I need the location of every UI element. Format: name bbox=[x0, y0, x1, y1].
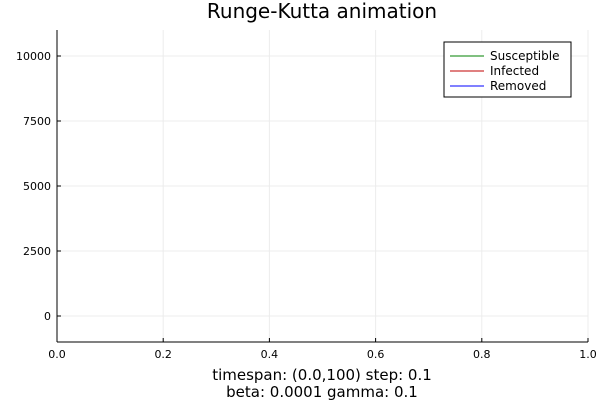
y-tick-label: 0 bbox=[44, 310, 51, 323]
x-tick-label: 0.4 bbox=[261, 348, 279, 361]
x-tick-label: 0.2 bbox=[154, 348, 172, 361]
y-tick-label: 5000 bbox=[23, 180, 51, 193]
legend-label: Susceptible bbox=[490, 49, 559, 63]
x-axis-label-line-1: timespan: (0.0,100) step: 0.1 bbox=[212, 366, 432, 384]
legend-label: Removed bbox=[490, 79, 546, 93]
legend-label: Infected bbox=[490, 64, 539, 78]
x-tick-label: 0.6 bbox=[367, 348, 385, 361]
grid bbox=[56, 30, 589, 342]
x-tick-label: 1.0 bbox=[579, 348, 597, 361]
x-tick-label: 0.8 bbox=[473, 348, 491, 361]
y-tick-label: 2500 bbox=[23, 245, 51, 258]
chart-title: Runge-Kutta animation bbox=[207, 0, 437, 23]
y-tick-label: 7500 bbox=[23, 115, 51, 128]
x-ticks: 0.0 0.2 0.4 0.6 0.8 1.0 bbox=[48, 338, 597, 361]
x-tick-label: 0.0 bbox=[48, 348, 66, 361]
y-tick-label: 10000 bbox=[16, 50, 51, 63]
legend-box bbox=[443, 41, 572, 98]
x-axis-label-line-2: beta: 0.0001 gamma: 0.1 bbox=[226, 383, 418, 400]
y-ticks: 0 2500 5000 7500 10000 bbox=[16, 50, 61, 323]
